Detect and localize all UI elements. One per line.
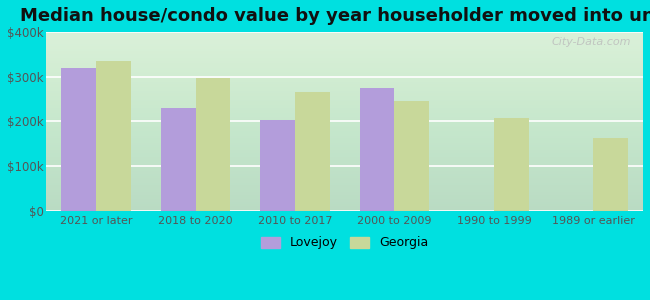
Text: City-Data.com: City-Data.com bbox=[552, 38, 631, 47]
Bar bbox=[161, 108, 196, 211]
Bar bbox=[260, 120, 295, 211]
Bar bbox=[593, 138, 628, 211]
Bar bbox=[395, 101, 429, 211]
Bar bbox=[96, 61, 131, 211]
Title: Median house/condo value by year householder moved into unit: Median house/condo value by year househo… bbox=[20, 7, 650, 25]
Bar bbox=[196, 78, 230, 211]
Legend: Lovejoy, Georgia: Lovejoy, Georgia bbox=[256, 231, 434, 254]
Bar bbox=[295, 92, 330, 211]
Bar bbox=[494, 118, 528, 211]
Bar bbox=[61, 68, 96, 211]
Bar bbox=[359, 88, 395, 211]
